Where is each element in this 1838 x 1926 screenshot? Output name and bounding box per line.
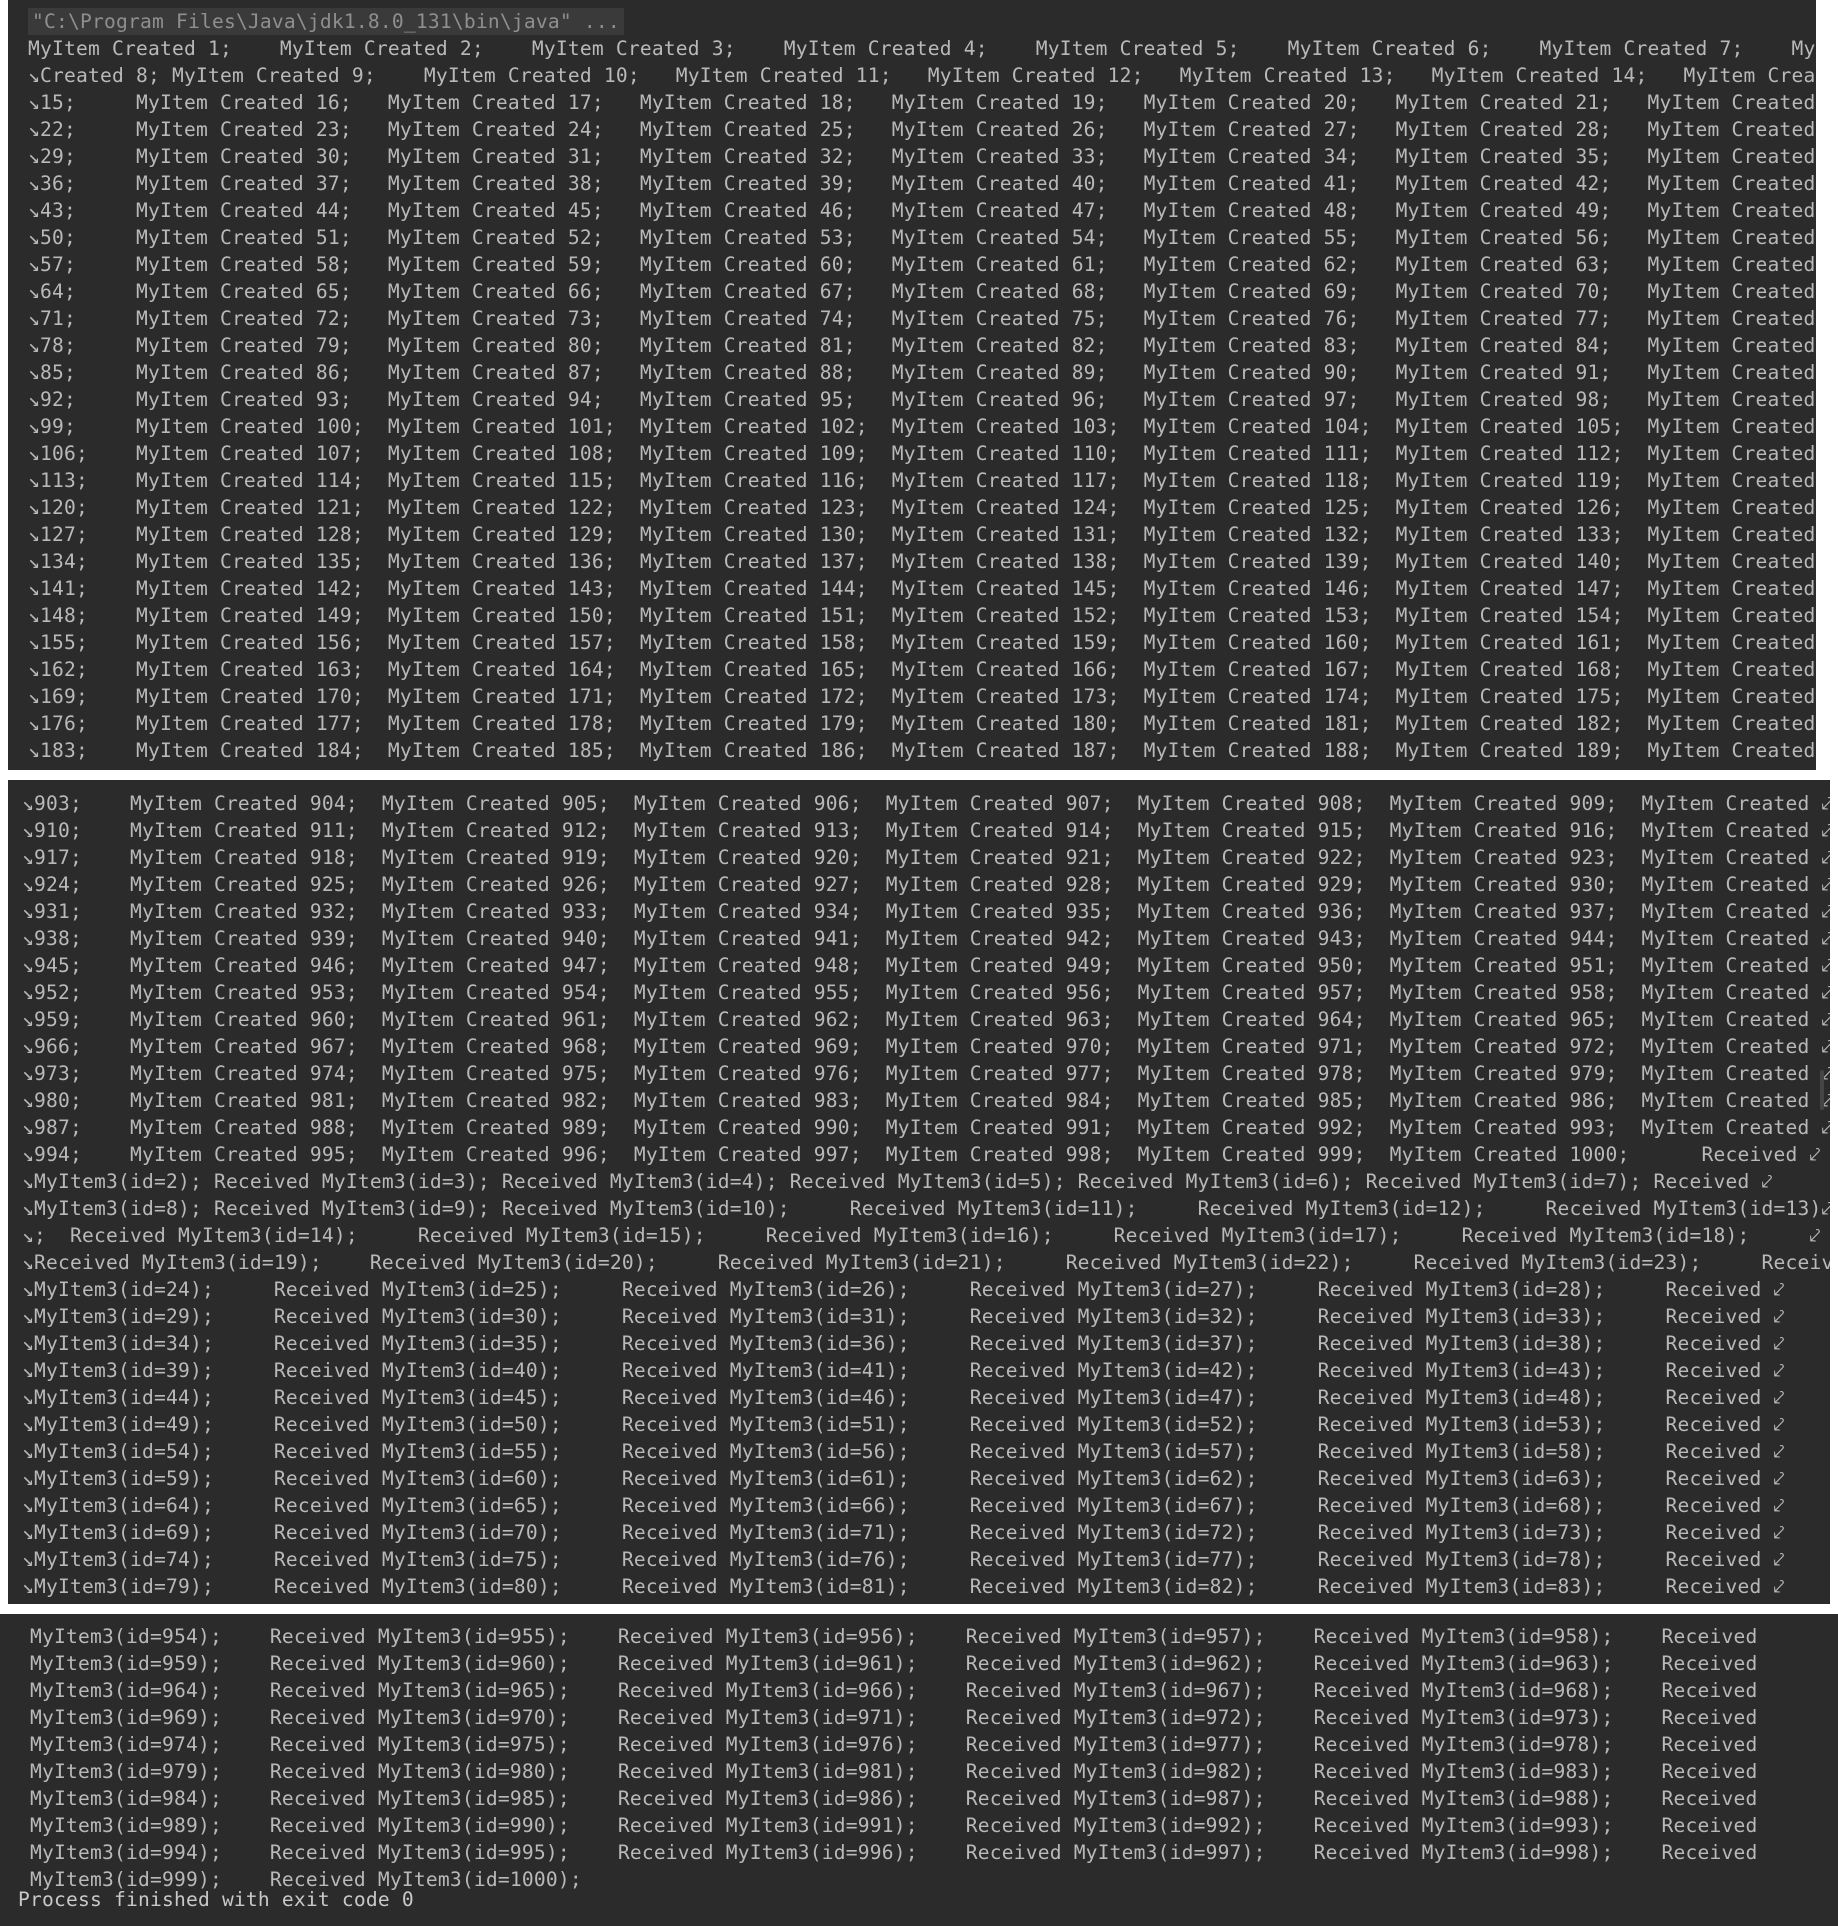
console-line: ↘127; MyItem Created 128; MyItem Created…	[28, 523, 1816, 546]
console-line: MyItem3(id=964); Received MyItem3(id=965…	[30, 1679, 1758, 1702]
console-line: MyItem3(id=994); Received MyItem3(id=995…	[30, 1841, 1758, 1864]
console-line: ↘169; MyItem Created 170; MyItem Created…	[28, 685, 1816, 708]
console-line: ↘MyItem3(id=74); Received MyItem3(id=75)…	[22, 1548, 1785, 1571]
console-line: ↘959; MyItem Created 960; MyItem Created…	[22, 1008, 1830, 1031]
console-line: ↘MyItem3(id=49); Received MyItem3(id=50)…	[22, 1413, 1785, 1436]
console-line: ↘120; MyItem Created 121; MyItem Created…	[28, 496, 1816, 519]
console-line: ↘Received MyItem3(id=19); Received MyIte…	[22, 1251, 1830, 1274]
console-line: ↘176; MyItem Created 177; MyItem Created…	[28, 712, 1816, 735]
console-line: ↘973; MyItem Created 974; MyItem Created…	[22, 1062, 1830, 1085]
console-output-panel-bottom: MyItem3(id=954); Received MyItem3(id=955…	[0, 1614, 1838, 1926]
console-line: ↘931; MyItem Created 932; MyItem Created…	[22, 900, 1830, 923]
console-line: ↘924; MyItem Created 925; MyItem Created…	[22, 873, 1830, 896]
java-command: "C:\Program Files\Java\jdk1.8.0_131\bin\…	[28, 8, 624, 35]
console-line: ↘; Received MyItem3(id=14); Received MyI…	[22, 1224, 1821, 1247]
console-line: MyItem3(id=974); Received MyItem3(id=975…	[30, 1733, 1758, 1756]
console-line: MyItem3(id=959); Received MyItem3(id=960…	[30, 1652, 1758, 1675]
console-line: ↘134; MyItem Created 135; MyItem Created…	[28, 550, 1816, 573]
console-line: MyItem3(id=984); Received MyItem3(id=985…	[30, 1787, 1758, 1810]
console-line: MyItem Created 1; MyItem Created 2; MyIt…	[28, 37, 1816, 60]
console-line: ↘MyItem3(id=69); Received MyItem3(id=70)…	[22, 1521, 1785, 1544]
console-line: ↘78; MyItem Created 79; MyItem Created 8…	[28, 334, 1816, 357]
console-line: ↘903; MyItem Created 904; MyItem Created…	[22, 792, 1830, 815]
console-line: ↘966; MyItem Created 967; MyItem Created…	[22, 1035, 1830, 1058]
console-line: MyItem3(id=954); Received MyItem3(id=955…	[30, 1625, 1758, 1648]
console-line: ↘MyItem3(id=34); Received MyItem3(id=35)…	[22, 1332, 1785, 1355]
console-line: ↘92; MyItem Created 93; MyItem Created 9…	[28, 388, 1816, 411]
console-line: ↘MyItem3(id=44); Received MyItem3(id=45)…	[22, 1386, 1785, 1409]
console-line: ↘945; MyItem Created 946; MyItem Created…	[22, 954, 1830, 977]
console-line: ↘71; MyItem Created 72; MyItem Created 7…	[28, 307, 1816, 330]
console-line: ↘Created 8; MyItem Created 9; MyItem Cre…	[28, 64, 1816, 87]
console-line: ↘MyItem3(id=59); Received MyItem3(id=60)…	[22, 1467, 1785, 1490]
console-line: ↘980; MyItem Created 981; MyItem Created…	[22, 1089, 1830, 1112]
console-line: ↘85; MyItem Created 86; MyItem Created 8…	[28, 361, 1816, 384]
console-line: ↘MyItem3(id=24); Received MyItem3(id=25)…	[22, 1278, 1785, 1301]
console-line: ↘155; MyItem Created 156; MyItem Created…	[28, 631, 1816, 654]
command-line: "C:\Program Files\Java\jdk1.8.0_131\bin\…	[28, 8, 1816, 35]
console-lines-bottom: MyItem3(id=954); Received MyItem3(id=955…	[0, 1614, 1838, 1893]
console-line: ↘29; MyItem Created 30; MyItem Created 3…	[28, 145, 1816, 168]
console-output-panel-middle: ↘903; MyItem Created 904; MyItem Created…	[8, 780, 1830, 1604]
console-line: MyItem3(id=989); Received MyItem3(id=990…	[30, 1814, 1758, 1837]
console-line: ↘141; MyItem Created 142; MyItem Created…	[28, 577, 1816, 600]
console-line: ↘MyItem3(id=64); Received MyItem3(id=65)…	[22, 1494, 1785, 1517]
console-line: MyItem3(id=969); Received MyItem3(id=970…	[30, 1706, 1758, 1729]
console-line: ↘162; MyItem Created 163; MyItem Created…	[28, 658, 1816, 681]
console-line: ↘MyItem3(id=39); Received MyItem3(id=40)…	[22, 1359, 1785, 1382]
console-lines-top: "C:\Program Files\Java\jdk1.8.0_131\bin\…	[8, 0, 1816, 764]
console-line: ↘57; MyItem Created 58; MyItem Created 5…	[28, 253, 1816, 276]
console-line: ↘50; MyItem Created 51; MyItem Created 5…	[28, 226, 1816, 249]
console-line: ↘MyItem3(id=2); Received MyItem3(id=3); …	[22, 1170, 1773, 1193]
console-line: MyItem3(id=999); Received MyItem3(id=100…	[30, 1868, 582, 1891]
console-line: ↘43; MyItem Created 44; MyItem Created 4…	[28, 199, 1816, 222]
process-exit-message: Process finished with exit code 0	[18, 1888, 414, 1911]
console-line: ↘106; MyItem Created 107; MyItem Created…	[28, 442, 1816, 465]
console-line: ↘183; MyItem Created 184; MyItem Created…	[28, 739, 1816, 762]
console-line: ↘952; MyItem Created 953; MyItem Created…	[22, 981, 1830, 1004]
console-line: ↘22; MyItem Created 23; MyItem Created 2…	[28, 118, 1816, 141]
console-line: ↘15; MyItem Created 16; MyItem Created 1…	[28, 91, 1816, 114]
console-lines-middle: ↘903; MyItem Created 904; MyItem Created…	[8, 780, 1830, 1600]
console-line: ↘MyItem3(id=8); Received MyItem3(id=9); …	[22, 1197, 1830, 1220]
console-line: MyItem3(id=979); Received MyItem3(id=980…	[30, 1760, 1758, 1783]
console-line: ↘987; MyItem Created 988; MyItem Created…	[22, 1116, 1830, 1139]
console-line: ↘36; MyItem Created 37; MyItem Created 3…	[28, 172, 1816, 195]
console-line: ↘938; MyItem Created 939; MyItem Created…	[22, 927, 1830, 950]
console-line: ↘917; MyItem Created 918; MyItem Created…	[22, 846, 1830, 869]
console-output-panel-top: "C:\Program Files\Java\jdk1.8.0_131\bin\…	[8, 0, 1816, 770]
console-line: ↘MyItem3(id=79); Received MyItem3(id=80)…	[22, 1575, 1785, 1598]
console-line: ↘113; MyItem Created 114; MyItem Created…	[28, 469, 1816, 492]
console-line: ↘64; MyItem Created 65; MyItem Created 6…	[28, 280, 1816, 303]
scrollbar-thumb[interactable]	[1820, 1070, 1824, 1110]
console-line: ↘MyItem3(id=54); Received MyItem3(id=55)…	[22, 1440, 1785, 1463]
console-line: ↘MyItem3(id=29); Received MyItem3(id=30)…	[22, 1305, 1785, 1328]
console-line: ↘99; MyItem Created 100; MyItem Created …	[28, 415, 1816, 438]
console-line: ↘994; MyItem Created 995; MyItem Created…	[22, 1143, 1821, 1166]
console-line: ↘910; MyItem Created 911; MyItem Created…	[22, 819, 1830, 842]
console-line: ↘148; MyItem Created 149; MyItem Created…	[28, 604, 1816, 627]
